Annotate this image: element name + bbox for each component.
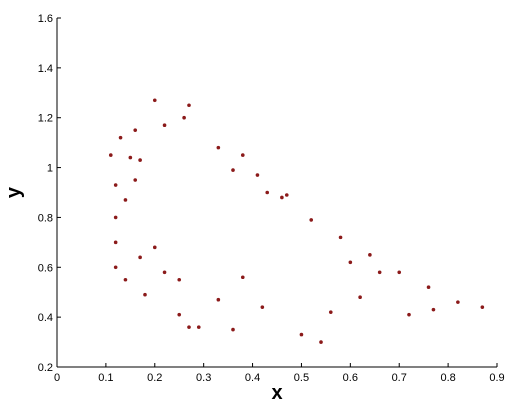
- data-point: [338, 235, 343, 240]
- data-point: [108, 153, 113, 157]
- data-point: [240, 153, 245, 157]
- x-tick-label: 0.9: [489, 372, 504, 384]
- y-tick-label: 1.4: [38, 63, 53, 75]
- data-point: [113, 240, 118, 245]
- data-point: [368, 253, 372, 257]
- x-tick-label: 0.1: [98, 372, 113, 384]
- y-tick-label: 0.4: [38, 312, 53, 324]
- data-point: [123, 277, 128, 282]
- tick-labels: 0 0.1 0.2 0.3 0.4 0.5 0.6 0.7 0.8 0.9 0.2 0.4 0.6 0.8…: [38, 13, 505, 384]
- data-point: [260, 305, 265, 309]
- data-point: [265, 190, 270, 195]
- data-point: [123, 198, 128, 202]
- data-point: [319, 340, 323, 344]
- data-point: [431, 307, 436, 312]
- x-axis-label: x: [271, 382, 282, 404]
- data-point: [187, 325, 191, 329]
- x-tick-label: 0.8: [440, 372, 455, 384]
- data-point: [182, 115, 186, 120]
- x-tick-label: 0.5: [294, 372, 309, 384]
- data-point: [118, 135, 123, 140]
- data-point: [280, 195, 284, 200]
- data-point: [426, 285, 431, 290]
- data-point: [456, 300, 460, 304]
- data-point: [113, 215, 118, 220]
- x-tick-label: 0.2: [147, 372, 162, 384]
- y-tick-label: 0.8: [38, 212, 53, 224]
- x-tick-label: 0: [54, 372, 60, 384]
- data-point: [177, 312, 182, 317]
- y-tick-label: 1.2: [38, 113, 53, 125]
- data-point: [216, 145, 221, 150]
- data-point: [138, 255, 142, 260]
- data-point: [284, 193, 289, 197]
- x-tick-label: 0.7: [392, 372, 407, 384]
- axes: [56, 17, 498, 368]
- data-point: [255, 173, 260, 177]
- y-tick-label: 1: [47, 163, 53, 175]
- data-point: [240, 275, 245, 280]
- data-point: [162, 123, 167, 127]
- y-tick-label: 0.2: [38, 362, 53, 374]
- data-point: [231, 168, 235, 172]
- data-point: [358, 295, 362, 300]
- data-point: [216, 297, 221, 302]
- data-point: [128, 155, 133, 160]
- data-point: [143, 292, 147, 297]
- data-point: [113, 265, 118, 270]
- data-point: [299, 332, 304, 337]
- y-axis-label: y: [3, 186, 25, 198]
- data-point: [480, 305, 485, 309]
- data-point: [328, 310, 333, 314]
- data-point: [138, 158, 142, 162]
- y-tick-label: 1.6: [38, 13, 53, 25]
- scatter-points: [108, 98, 485, 344]
- data-point: [133, 128, 138, 132]
- data-point: [162, 270, 167, 275]
- data-point: [152, 245, 157, 250]
- data-point: [113, 183, 118, 187]
- data-point: [397, 270, 402, 275]
- data-point: [407, 312, 411, 317]
- data-point: [231, 327, 235, 332]
- data-point: [309, 218, 314, 222]
- y-tick-label: 0.6: [38, 262, 53, 274]
- data-point: [196, 325, 201, 329]
- x-tick-label: 0.6: [343, 372, 358, 384]
- x-tick-label: 0.4: [245, 372, 260, 384]
- data-point: [187, 103, 191, 108]
- data-point: [177, 277, 182, 282]
- x-tick-label: 0.3: [196, 372, 211, 384]
- data-point: [133, 178, 138, 182]
- data-point: [377, 270, 382, 275]
- data-point: [348, 260, 353, 265]
- data-point: [152, 98, 157, 103]
